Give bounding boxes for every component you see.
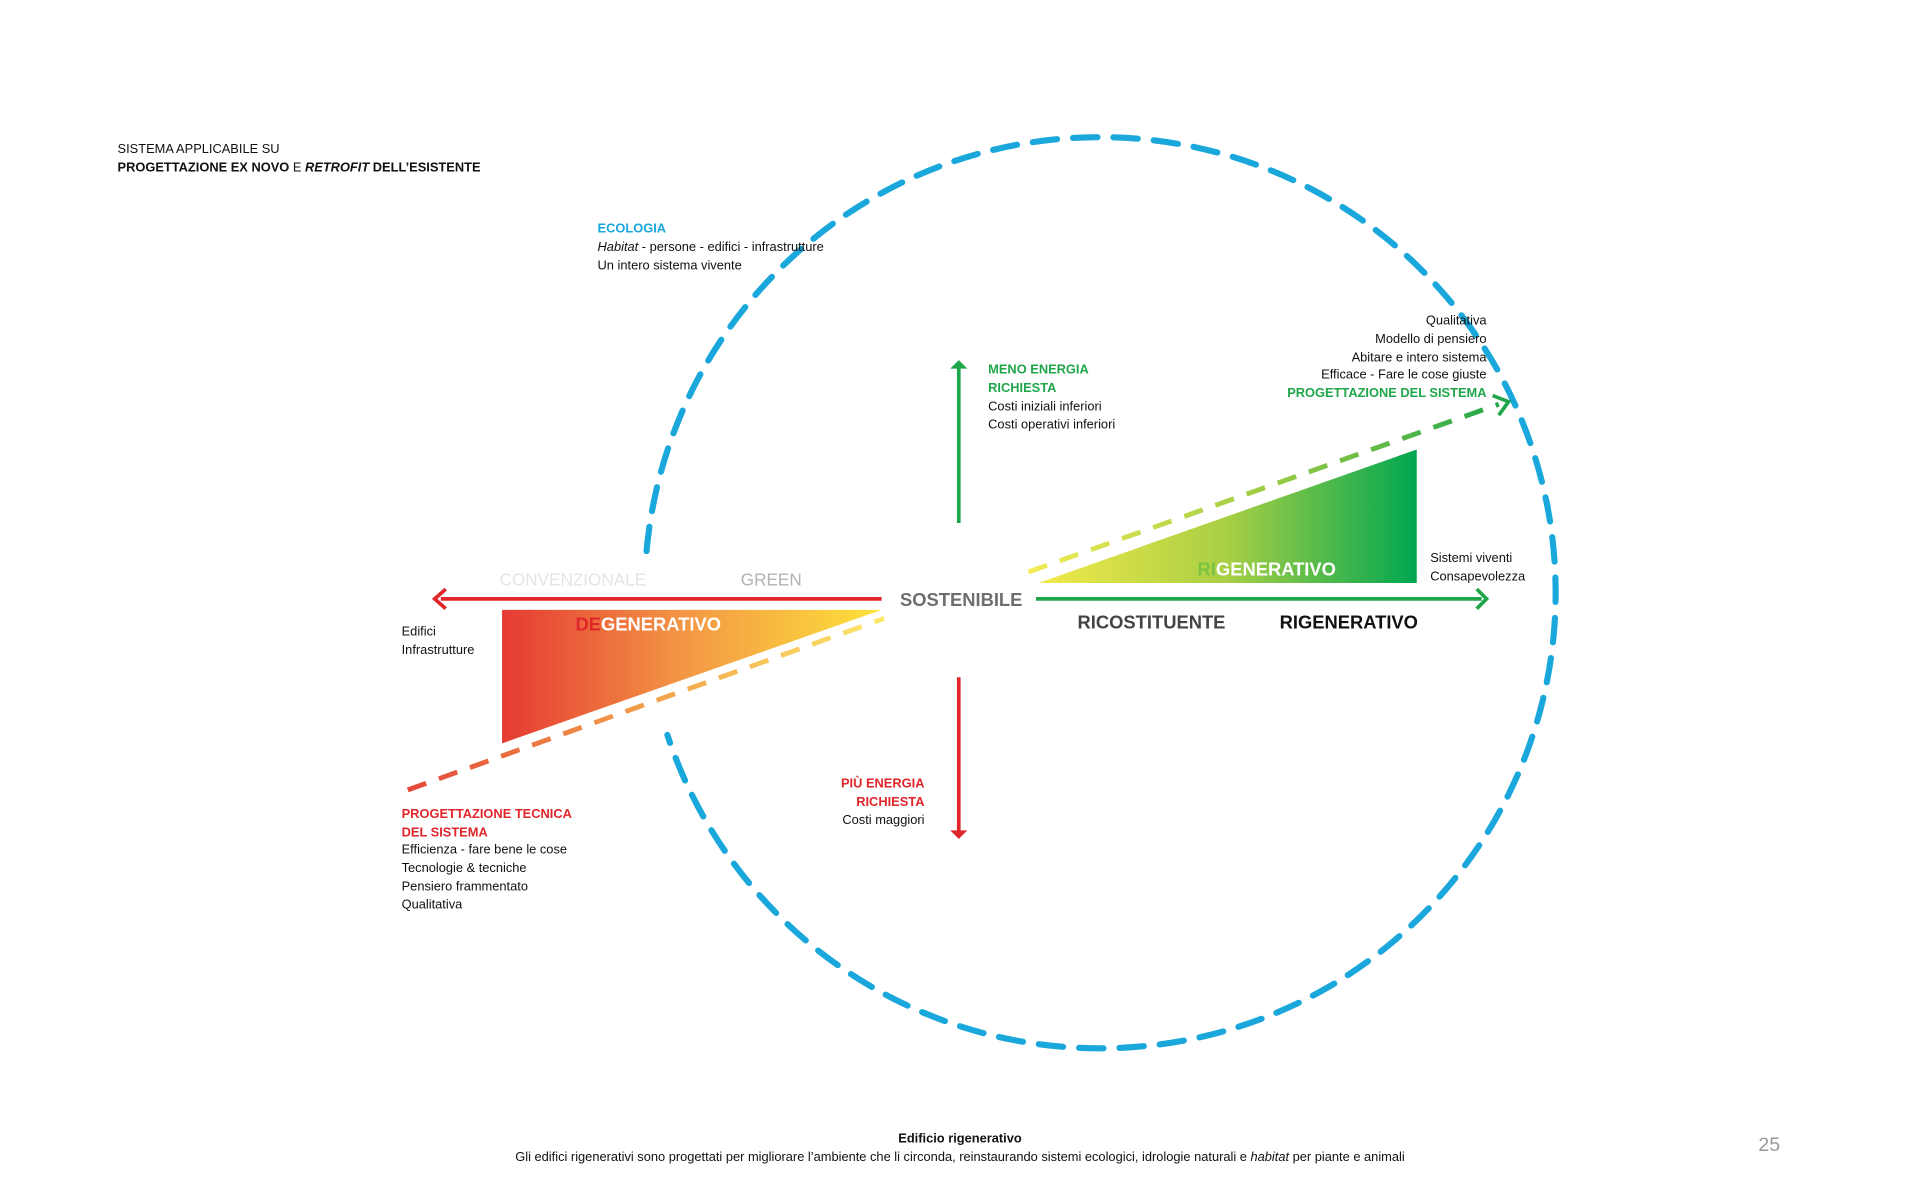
arrowhead-icon <box>1491 393 1512 417</box>
arrowhead-up-icon <box>950 360 968 369</box>
footer-caption: Gli edifici rigenerativi sono progettati… <box>515 1149 1404 1164</box>
meno-energia-title: MENO ENERGIA <box>988 362 1089 377</box>
header-line2: PROGETTAZIONE EX NOVO E RETROFIT DELL’ES… <box>118 159 481 174</box>
technical-design-title2: DEL SISTEMA <box>402 824 488 839</box>
header-line1: SISTEMA APPLICABILE SU <box>118 141 280 156</box>
left-label: Edifici <box>402 624 436 639</box>
right-label: Sistemi viventi <box>1430 550 1512 565</box>
ecologia-line1: Habitat - persone - edifici - infrastrut… <box>598 239 824 254</box>
technical-design-line: Pensiero frammentato <box>402 878 528 893</box>
top-right-line: Efficace - Fare le cose giuste <box>1321 366 1486 381</box>
rigenerativo-triangle-label: RIGENERATIVO <box>1198 559 1336 580</box>
degenerative-triangle <box>502 609 882 744</box>
arrowhead-left-icon <box>431 587 447 611</box>
technical-design-dashed-line <box>406 616 885 793</box>
system-design-dashed-line <box>1027 401 1500 575</box>
meno-energia-line: Costi iniziali inferiori <box>988 398 1101 413</box>
ecology-circle <box>643 134 1559 1052</box>
technical-design-line: Tecnologie & tecniche <box>402 860 527 875</box>
arrowhead-down-icon <box>950 830 968 839</box>
arrowhead-right-icon <box>1475 587 1490 610</box>
piu-energia-title: PIÙ ENERGIA <box>841 775 924 790</box>
page-number: 25 <box>1758 1134 1780 1156</box>
right-label: Consapevolezza <box>1430 569 1526 584</box>
system-design-title: PROGETTAZIONE DEL SISTEMA <box>1287 385 1486 400</box>
ecologia-title: ECOLOGIA <box>598 221 667 236</box>
degenerativo-label: DEGENERATIVO <box>576 614 722 635</box>
label-rigenerativo: RIGENERATIVO <box>1280 611 1418 632</box>
meno-energia-title2: RICHIESTA <box>988 380 1056 395</box>
technical-design-line: Efficienza - fare bene le cose <box>402 842 567 857</box>
piu-energia-line: Costi maggiori <box>842 812 924 827</box>
regenerative-triangle <box>1038 449 1417 583</box>
footer-title: Edificio rigenerativo <box>898 1131 1022 1146</box>
technical-design-line: Qualitativa <box>402 897 464 912</box>
label-sostenibile: SOSTENIBILE <box>900 589 1022 610</box>
label-green: GREEN <box>741 569 802 589</box>
label-ricostituente: RICOSTITUENTE <box>1078 611 1226 632</box>
top-right-line: Abitare e intero sistema <box>1352 349 1488 364</box>
piu-energia-title2: RICHIESTA <box>856 794 924 809</box>
ecologia-line2: Un intero sistema vivente <box>598 257 742 272</box>
technical-design-title: PROGETTAZIONE TECNICA <box>402 806 572 821</box>
top-right-line: Modello di pensiero <box>1375 331 1486 346</box>
meno-energia-line: Costi operativi inferiori <box>988 417 1115 432</box>
label-convenzionale: CONVENZIONALE <box>500 569 647 589</box>
top-right-line: Qualitativa <box>1426 313 1488 328</box>
left-label: Infrastrutture <box>402 642 475 657</box>
